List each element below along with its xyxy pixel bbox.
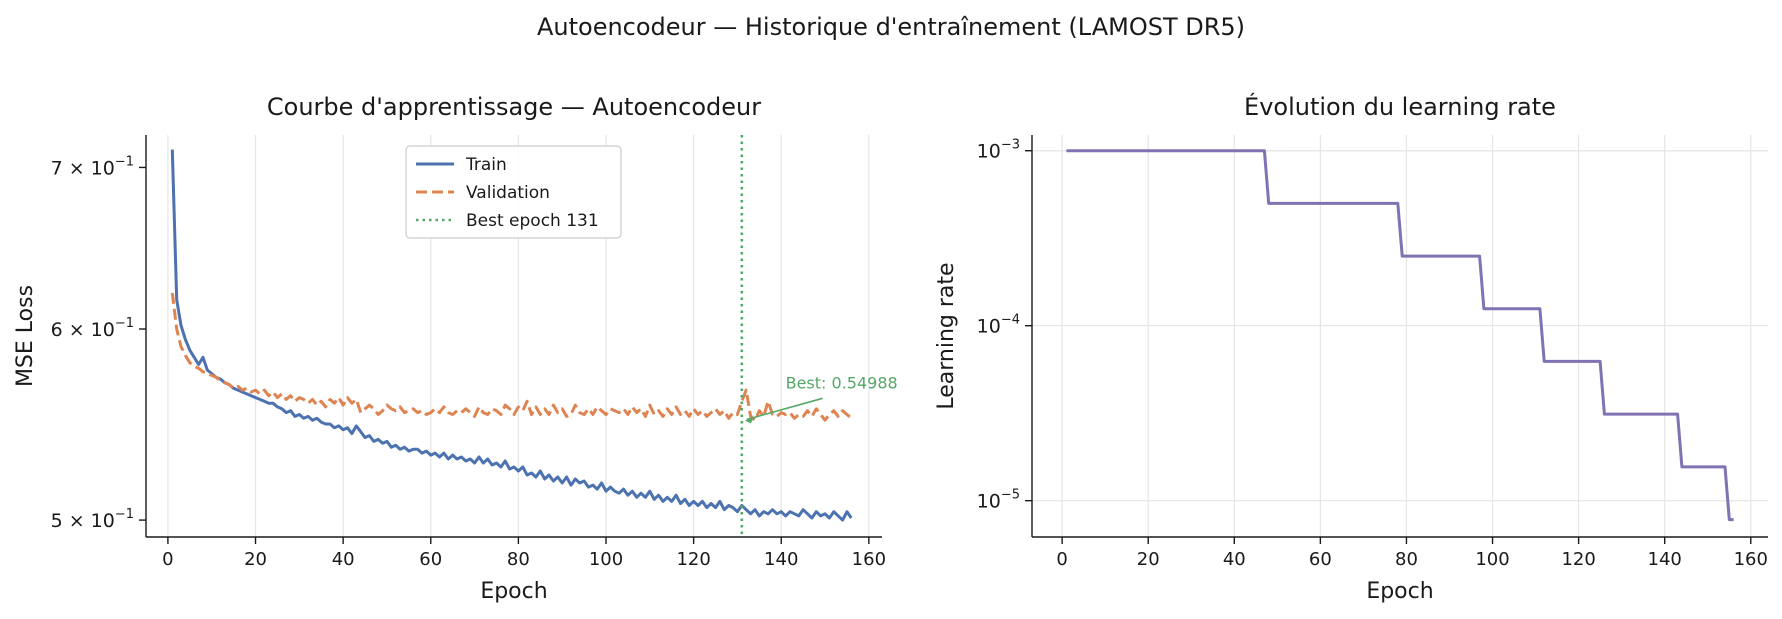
train-loss-line <box>170 149 853 522</box>
x-tick-label: 160 <box>852 549 886 570</box>
y-axis-label: Learning rate <box>934 262 959 409</box>
x-tick-label: 40 <box>332 549 355 570</box>
annotation-text: Best: 0.54988 <box>786 373 898 392</box>
chart-title: Courbe d'apprentissage — Autoencodeur <box>267 93 761 121</box>
y-tick-label: 5 × 10−1 <box>51 507 134 532</box>
y-axis-label: MSE Loss <box>13 285 38 387</box>
legend-label: Validation <box>466 183 550 203</box>
learning-rate-line <box>1066 149 1734 522</box>
x-tick-label: 20 <box>1137 549 1160 570</box>
annotation-arrow <box>746 397 823 421</box>
chart-title: Évolution du learning rate <box>1244 92 1556 121</box>
x-tick-label: 60 <box>1309 549 1332 570</box>
x-tick-label: 20 <box>244 549 267 570</box>
x-tick-label: 120 <box>676 549 710 570</box>
legend-box <box>405 145 622 239</box>
x-axis-label: Epoch <box>1366 579 1433 604</box>
y-tick-label: 6 × 10−1 <box>51 316 134 341</box>
loss-chart-panel: Best: 0.54988 0 20 40 60 80 100 120 140 160 5 × 10… <box>13 93 898 604</box>
validation-loss-line <box>170 292 853 422</box>
x-tick-label: 80 <box>1395 549 1418 570</box>
x-tick-label: 120 <box>1561 549 1595 570</box>
x-tick-label: 60 <box>419 549 442 570</box>
annotation-arrowhead <box>744 417 754 424</box>
x-tick-label: 160 <box>1734 549 1768 570</box>
x-tick-label: 80 <box>507 549 530 570</box>
y-tick-label: 10−5 <box>977 488 1020 513</box>
y-tick-label: 10−3 <box>977 138 1020 163</box>
x-tick-label: 0 <box>162 549 173 570</box>
learning-rate-chart-panel: 0 20 40 60 80 100 120 140 160 10−3 10−4 10−5 Évoluti… <box>934 92 1768 604</box>
legend-label: Best epoch 131 <box>466 211 599 231</box>
x-tick-label: 100 <box>1475 549 1509 570</box>
figure-suptitle: Autoencodeur — Historique d'entraînement… <box>537 13 1245 41</box>
legend-label: Train <box>465 155 507 175</box>
legend: Train Validation Best epoch 131 <box>405 145 622 239</box>
x-tick-label: 140 <box>764 549 798 570</box>
x-tick-label: 140 <box>1648 549 1682 570</box>
x-tick-label: 100 <box>589 549 623 570</box>
y-tick-label: 7 × 10−1 <box>51 154 134 179</box>
x-tick-label: 40 <box>1223 549 1246 570</box>
x-tick-label: 0 <box>1056 549 1067 570</box>
x-axis-label: Epoch <box>480 579 547 604</box>
y-tick-label: 10−4 <box>977 313 1020 338</box>
